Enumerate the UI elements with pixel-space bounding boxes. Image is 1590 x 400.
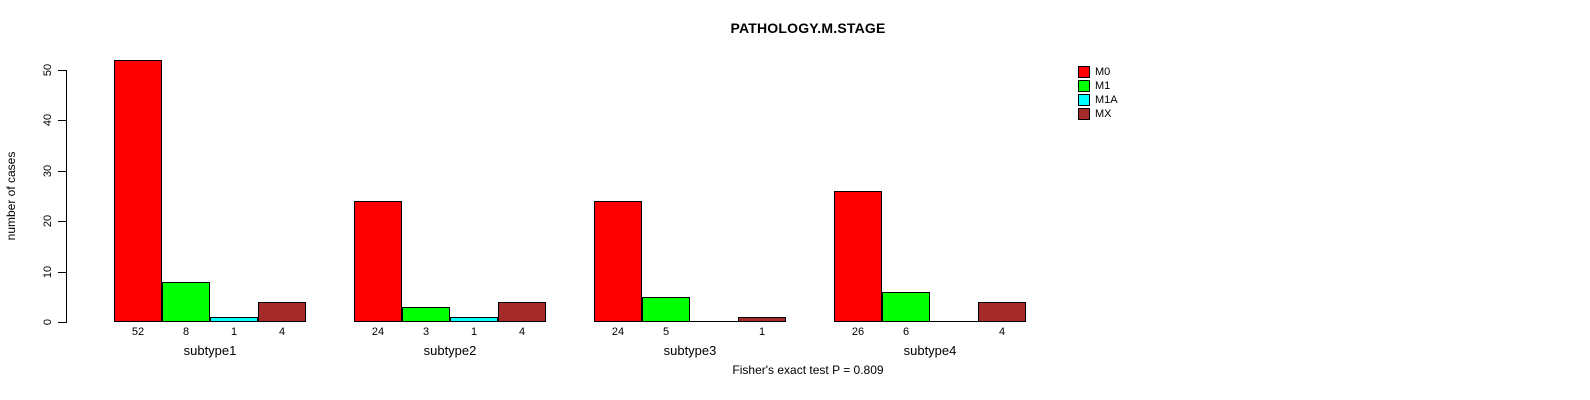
bar-value-label-m0-subtype1: 52: [131, 326, 145, 338]
bar-mx-subtype2: [498, 302, 546, 322]
bar-m0-subtype2: [354, 201, 402, 322]
legend-label-m1a: M1A: [1095, 94, 1118, 106]
x-category-label-subtype3: subtype3: [663, 343, 717, 358]
bar-value-label-m0-subtype4: 26: [851, 326, 865, 338]
bar-m1a-subtype1: [210, 317, 258, 322]
legend-swatch-mx-icon: [1078, 108, 1090, 120]
y-axis-tick: [58, 70, 66, 71]
chart-title: PATHOLOGY.M.STAGE: [730, 20, 886, 36]
x-category-label-subtype4: subtype4: [903, 343, 957, 358]
y-axis-tick: [58, 171, 66, 172]
bar-m0-subtype4: [834, 191, 882, 322]
bar-value-label-m1-subtype4: 6: [902, 326, 910, 338]
bar-m0-subtype3: [594, 201, 642, 322]
x-category-label-subtype1: subtype1: [183, 343, 237, 358]
bar-m1-subtype4: [882, 292, 930, 322]
bar-m1-subtype2: [402, 307, 450, 322]
legend-swatch-m1a-icon: [1078, 94, 1090, 106]
y-tick-label: 20: [42, 214, 54, 228]
bar-zero-m1a-subtype3: [690, 321, 738, 322]
legend-label-mx: MX: [1095, 108, 1112, 120]
y-tick-label: 10: [42, 265, 54, 279]
y-tick-label: 30: [42, 164, 54, 178]
bar-mx-subtype1: [258, 302, 306, 322]
bar-value-label-mx-subtype1: 4: [278, 326, 286, 338]
bar-mx-subtype4: [978, 302, 1026, 322]
y-axis-tick: [58, 120, 66, 121]
bar-value-label-mx-subtype3: 1: [758, 326, 766, 338]
bar-m0-subtype1: [114, 60, 162, 322]
y-tick-label: 50: [42, 63, 54, 77]
bar-zero-m1a-subtype4: [930, 321, 978, 322]
bar-value-label-m1a-subtype2: 1: [470, 326, 478, 338]
bar-value-label-m0-subtype3: 24: [611, 326, 625, 338]
legend-swatch-m0-icon: [1078, 66, 1090, 78]
bar-value-label-m1-subtype1: 8: [182, 326, 190, 338]
bar-value-label-m1-subtype3: 5: [662, 326, 670, 338]
fisher-test-annotation: Fisher's exact test P = 0.809: [732, 363, 884, 377]
y-axis-line: [66, 70, 67, 323]
bar-m1-subtype1: [162, 282, 210, 322]
bar-value-label-m1-subtype2: 3: [422, 326, 430, 338]
bar-value-label-mx-subtype4: 4: [998, 326, 1006, 338]
bar-m1a-subtype2: [450, 317, 498, 322]
y-axis-tick: [58, 221, 66, 222]
bar-m1-subtype3: [642, 297, 690, 322]
bar-value-label-mx-subtype2: 4: [518, 326, 526, 338]
bar-value-label-m1a-subtype1: 1: [230, 326, 238, 338]
y-axis-tick: [58, 272, 66, 273]
y-axis-label: number of cases: [4, 151, 18, 241]
y-tick-label: 40: [42, 113, 54, 127]
x-category-label-subtype2: subtype2: [423, 343, 477, 358]
legend-label-m0: M0: [1095, 66, 1111, 78]
y-axis-tick: [58, 322, 66, 323]
bar-mx-subtype3: [738, 317, 786, 322]
legend-swatch-m1-icon: [1078, 80, 1090, 92]
y-tick-label: 0: [42, 318, 54, 326]
bar-value-label-m0-subtype2: 24: [371, 326, 385, 338]
legend-label-m1: M1: [1095, 80, 1111, 92]
